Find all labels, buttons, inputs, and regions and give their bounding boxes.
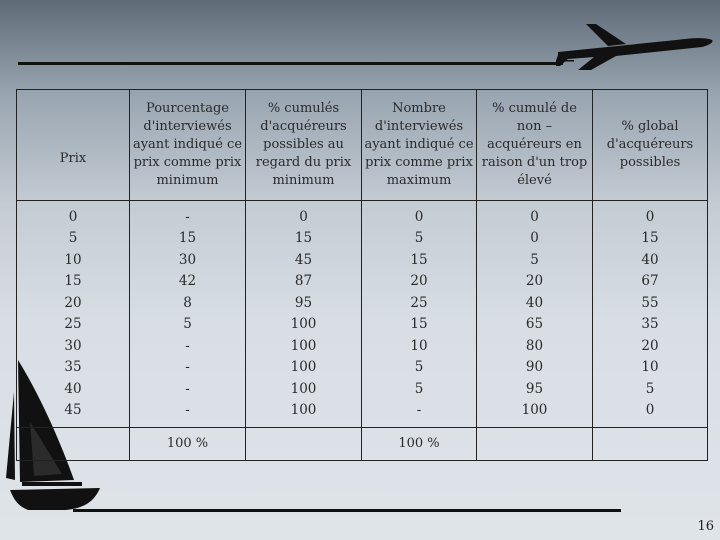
table-cell: 15: [641, 230, 659, 246]
table-cell: -: [416, 402, 422, 418]
table-cell: 5: [414, 380, 424, 397]
table-cell: 100: [290, 316, 317, 332]
table-cell: 0: [299, 208, 308, 225]
price-survey-table: Prix Pourcentage d'interviewés ayant ind…: [16, 89, 708, 461]
table-cell: 35: [64, 359, 82, 375]
top-divider-line: [18, 62, 563, 65]
column-header-cumulative-non-buyers: % cumulé de non – acquéreurs en raison d…: [476, 89, 593, 201]
table-cell: 20: [64, 294, 82, 311]
table-cell: 65: [525, 316, 544, 332]
table-cell: 67: [641, 273, 659, 289]
table-header-row: Prix Pourcentage d'interviewés ayant ind…: [16, 89, 708, 201]
table-cell: 90: [525, 359, 544, 375]
table-cell: 5: [414, 359, 424, 375]
airplane-icon: [556, 24, 713, 70]
table-cell: 95: [525, 380, 544, 397]
table-cell: 15: [294, 230, 313, 246]
table-cell: 100: [290, 359, 317, 375]
column-header-price: Prix: [16, 89, 130, 201]
table-cell: 55: [641, 294, 659, 311]
table-cell: 30: [178, 251, 197, 268]
table-cell: 100: [521, 402, 548, 418]
total-cell: [245, 427, 362, 461]
total-cell-max-price-count: 100 %: [361, 427, 477, 461]
bottom-divider-line: [73, 509, 621, 512]
table-cell: 10: [641, 359, 659, 375]
table-cell: 5: [645, 380, 655, 397]
table-cell: 0: [414, 208, 424, 225]
column-header-max-price-count: Nombre d'interviewés ayant indiqué ce pr…: [361, 89, 477, 201]
table-cell: 45: [294, 251, 313, 268]
table-cell: 20: [641, 337, 659, 354]
table-cell: -: [185, 359, 190, 375]
column-cell-max-price-count: 0 5 15 20 25 15 10 5 5 -: [361, 200, 477, 428]
total-cell: [476, 427, 593, 461]
table-totals-row: 100 % 100 %: [16, 427, 708, 461]
table-cell: 95: [294, 294, 313, 311]
table-cell: 100: [290, 380, 317, 397]
table-cell: 20: [525, 273, 544, 289]
table-cell: 8: [183, 294, 192, 311]
column-cell-cumulative-min: 0 15 45 87 95 100 100 100 100 100: [245, 200, 362, 428]
table-cell: 5: [414, 230, 424, 246]
table-cell: 5: [530, 251, 539, 268]
total-cell: [16, 427, 130, 461]
table-cell: 40: [525, 294, 544, 311]
table-cell: 45: [64, 402, 82, 418]
table-cell: 15: [410, 316, 428, 332]
table-cell: 0: [530, 208, 539, 225]
table-cell: 35: [641, 316, 659, 332]
table-cell: 25: [64, 316, 82, 332]
table-cell: -: [185, 402, 190, 418]
table-cell: 15: [178, 230, 197, 246]
table-cell: 20: [410, 273, 428, 289]
table-cell: 0: [530, 230, 539, 246]
table-cell: 100: [290, 402, 317, 418]
table-cell: 100: [290, 337, 317, 354]
table-cell: 5: [183, 316, 192, 332]
column-header-cumulative-min: % cumulés d'acquéreurs possibles au rega…: [245, 89, 362, 201]
table-cell: 80: [525, 337, 544, 354]
total-cell: [592, 427, 708, 461]
table-cell: 40: [64, 380, 82, 397]
table-cell: 15: [410, 251, 428, 268]
table-cell: -: [185, 208, 190, 225]
table-body-row: 0 5 10 15 20 25 30 35 40 45 - 15 30 42 8 5 - - - - 0 15 45 87…: [16, 200, 708, 428]
table-cell: 0: [645, 208, 655, 225]
column-cell-min-price-percent: - 15 30 42 8 5 - - - -: [129, 200, 246, 428]
table-cell: 42: [178, 273, 197, 289]
table-cell: 40: [641, 251, 659, 268]
table-cell: 87: [294, 273, 313, 289]
table-cell: -: [185, 380, 190, 397]
table-cell: 5: [68, 230, 78, 246]
table-cell: 10: [410, 337, 428, 354]
table-cell: 10: [64, 251, 82, 268]
column-cell-global-buyers: 0 15 40 67 55 35 20 10 5 0: [592, 200, 708, 428]
column-cell-cumulative-non-buyers: 0 0 5 20 40 65 80 90 95 100: [476, 200, 593, 428]
total-cell-min-price-percent: 100 %: [129, 427, 246, 461]
column-cell-price: 0 5 10 15 20 25 30 35 40 45: [16, 200, 130, 428]
page-number: 16: [697, 519, 714, 534]
table-cell: 15: [64, 273, 82, 289]
table-cell: 25: [410, 294, 428, 311]
table-cell: -: [185, 337, 190, 354]
column-header-global-buyers: % global d'acquéreurs possibles: [592, 89, 708, 201]
column-header-min-price-percent: Pourcentage d'interviewés ayant indiqué …: [129, 89, 246, 201]
table-cell: 0: [645, 402, 655, 418]
table-cell: 30: [64, 337, 82, 354]
table-cell: 0: [68, 208, 78, 225]
